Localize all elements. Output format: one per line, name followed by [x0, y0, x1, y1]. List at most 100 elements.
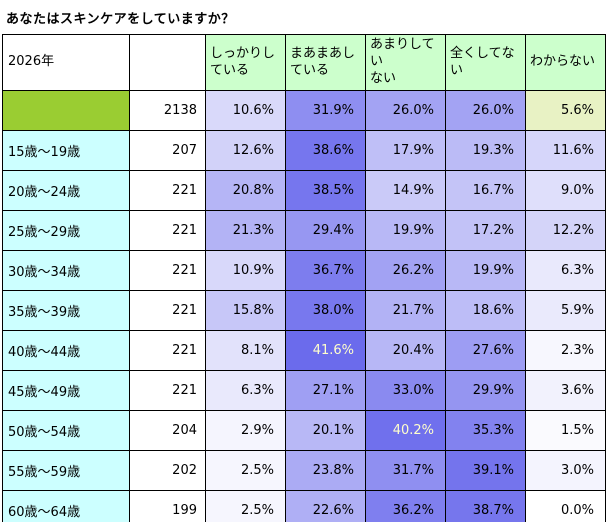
table-header: 2026年 しっかりし ている まあまあし ている あまりしてい ない 全くしてな いわ…	[2, 34, 606, 91]
age-row: 35歳〜39歳 221 15.8% 38.0% 21.7% 18.6% 5.9%	[2, 290, 606, 331]
heatmap-cell: 8.1%	[205, 330, 286, 371]
heatmap-cell: 19.9%	[445, 250, 526, 291]
heatmap-cell: 26.0%	[365, 90, 446, 131]
heatmap-cell: 35.3%	[445, 410, 526, 451]
count-cell: 221	[129, 370, 206, 411]
heatmap-cell: 31.7%	[365, 450, 446, 491]
survey-question-title: あなたはスキンケアをしていますか？	[6, 12, 235, 27]
heatmap-cell: 19.3%	[445, 130, 526, 171]
heatmap-cell: 33.0%	[365, 370, 446, 411]
heatmap-cell: 16.7%	[445, 170, 526, 211]
answer-header-cell: 全くしてな い	[445, 34, 526, 91]
heatmap-cell: 2.5%	[205, 490, 286, 522]
heatmap-cell: 15.8%	[205, 290, 286, 331]
age-row: 60歳〜64歳 199 2.5% 22.6% 36.2% 38.7% 0.0%	[2, 490, 606, 522]
answer-header-cell: まあまあし ている	[285, 34, 366, 91]
heatmap-cell: 18.6%	[445, 290, 526, 331]
heatmap-cell: 11.6%	[525, 130, 606, 171]
heatmap-cell: 6.3%	[205, 370, 286, 411]
count-cell: 199	[129, 490, 206, 522]
answer-header-cell: あまりしてい ない	[365, 34, 446, 91]
heatmap-cell: 10.9%	[205, 250, 286, 291]
heatmap-cell: 38.5%	[285, 170, 366, 211]
heatmap-cell: 20.8%	[205, 170, 286, 211]
age-label-cell: 60歳〜64歳	[2, 490, 130, 522]
heatmap-cell: 41.6%	[285, 330, 366, 371]
age-label-cell: 50歳〜54歳	[2, 410, 130, 451]
heatmap-cell: 39.1%	[445, 450, 526, 491]
heatmap-cell: 2.5%	[205, 450, 286, 491]
heatmap-cell: 10.6%	[205, 90, 286, 131]
count-cell: 221	[129, 250, 206, 291]
heatmap-cell: 38.0%	[285, 290, 366, 331]
heatmap-cell: 14.9%	[365, 170, 446, 211]
age-row: 20歳〜24歳 221 20.8% 38.5% 14.9% 16.7% 9.0%	[2, 170, 606, 211]
table-body: 2138 10.6% 31.9% 26.0% 26.0% 5.6% 15歳〜19歳 207 12…	[2, 90, 606, 522]
heatmap-cell: 5.9%	[525, 290, 606, 331]
count-cell: 207	[129, 130, 206, 171]
heatmap-cell: 12.6%	[205, 130, 286, 171]
count-cell: 221	[129, 290, 206, 331]
heatmap-cell: 22.6%	[285, 490, 366, 522]
heatmap-cell: 31.9%	[285, 90, 366, 131]
heatmap-cell: 5.6%	[525, 90, 606, 131]
heatmap-cell: 27.1%	[285, 370, 366, 411]
total-count-cell: 2138	[129, 90, 206, 131]
heatmap-cell: 20.4%	[365, 330, 446, 371]
heatmap-cell: 29.9%	[445, 370, 526, 411]
year-header-cell: 2026年	[2, 34, 130, 91]
heatmap-cell: 26.0%	[445, 90, 526, 131]
heatmap-cell: 2.3%	[525, 330, 606, 371]
count-cell: 202	[129, 450, 206, 491]
count-cell: 221	[129, 170, 206, 211]
heatmap-cell: 36.7%	[285, 250, 366, 291]
heatmap-cell: 0.0%	[525, 490, 606, 522]
age-row: 15歳〜19歳 207 12.6% 38.6% 17.9% 19.3% 11.6%	[2, 130, 606, 171]
count-cell: 221	[129, 330, 206, 371]
total-row: 2138 10.6% 31.9% 26.0% 26.0% 5.6%	[2, 90, 606, 131]
heatmap-cell: 21.3%	[205, 210, 286, 251]
age-row: 50歳〜54歳 204 2.9% 20.1% 40.2% 35.3% 1.5%	[2, 410, 606, 451]
age-label-cell: 30歳〜34歳	[2, 250, 130, 291]
heatmap-cell: 3.0%	[525, 450, 606, 491]
heatmap-cell: 29.4%	[285, 210, 366, 251]
heatmap-cell: 23.8%	[285, 450, 366, 491]
heatmap-cell: 19.9%	[365, 210, 446, 251]
total-label-cell	[2, 90, 130, 131]
count-cell: 204	[129, 410, 206, 451]
age-label-cell: 15歳〜19歳	[2, 130, 130, 171]
heatmap-cell: 36.2%	[365, 490, 446, 522]
answer-header-cell: わからない	[525, 34, 606, 91]
heatmap-cell: 17.9%	[365, 130, 446, 171]
heatmap-cell: 6.3%	[525, 250, 606, 291]
heatmap-cell: 38.7%	[445, 490, 526, 522]
heatmap-cell: 17.2%	[445, 210, 526, 251]
age-label-cell: 45歳〜49歳	[2, 370, 130, 411]
age-label-cell: 40歳〜44歳	[2, 330, 130, 371]
heatmap-cell: 20.1%	[285, 410, 366, 451]
age-label-cell: 20歳〜24歳	[2, 170, 130, 211]
heatmap-cell: 21.7%	[365, 290, 446, 331]
table-header-row: 2026年 しっかりし ている まあまあし ている あまりしてい ない 全くしてな いわ…	[2, 34, 606, 91]
count-cell: 221	[129, 210, 206, 251]
age-row: 45歳〜49歳 221 6.3% 27.1% 33.0% 29.9% 3.6%	[2, 370, 606, 411]
age-row: 25歳〜29歳 221 21.3% 29.4% 19.9% 17.2% 12.2%	[2, 210, 606, 251]
age-label-cell: 35歳〜39歳	[2, 290, 130, 331]
empty-header-cell	[129, 34, 206, 91]
heatmap-cell: 12.2%	[525, 210, 606, 251]
age-row: 30歳〜34歳 221 10.9% 36.7% 26.2% 19.9% 6.3%	[2, 250, 606, 291]
answer-header-cell: しっかりし ている	[205, 34, 286, 91]
heatmap-cell: 9.0%	[525, 170, 606, 211]
age-label-cell: 55歳〜59歳	[2, 450, 130, 491]
heatmap-cell: 38.6%	[285, 130, 366, 171]
age-row: 55歳〜59歳 202 2.5% 23.8% 31.7% 39.1% 3.0%	[2, 450, 606, 491]
heatmap-cell: 1.5%	[525, 410, 606, 451]
age-row: 40歳〜44歳 221 8.1% 41.6% 20.4% 27.6% 2.3%	[2, 330, 606, 371]
heatmap-cell: 27.6%	[445, 330, 526, 371]
heatmap-cell: 2.9%	[205, 410, 286, 451]
survey-table: 2026年 しっかりし ている まあまあし ている あまりしてい ない 全くしてな いわ…	[2, 34, 606, 522]
heatmap-cell: 40.2%	[365, 410, 446, 451]
heatmap-cell: 3.6%	[525, 370, 606, 411]
heatmap-cell: 26.2%	[365, 250, 446, 291]
